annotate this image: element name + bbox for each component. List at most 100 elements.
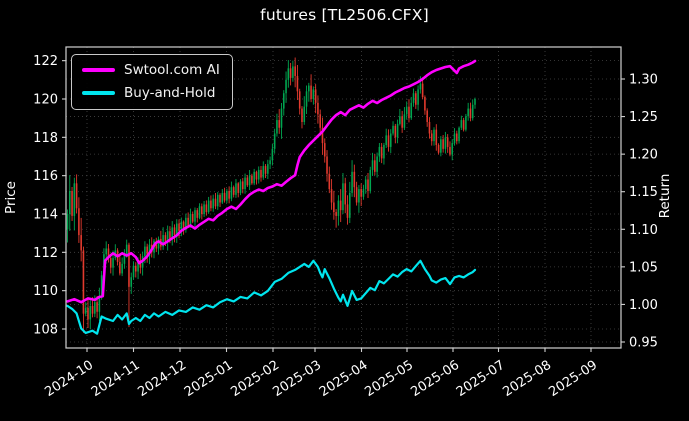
candle-body — [82, 250, 85, 314]
candle-body — [96, 302, 98, 312]
candle-body — [405, 106, 408, 115]
candle-body — [337, 200, 340, 216]
candle-body — [444, 137, 447, 149]
candle-body — [362, 189, 365, 197]
ticks-layer — [62, 60, 625, 352]
bottom-tick-label: 2025-09 — [546, 358, 600, 400]
bottom-tick-label: 2025-03 — [270, 358, 324, 400]
candle-body — [232, 187, 235, 195]
candle-body — [146, 246, 148, 257]
legend: Swtool.com AI Buy-and-Hold — [71, 54, 233, 110]
right-tick-label: 1.10 — [629, 223, 658, 238]
candle-body — [246, 177, 249, 186]
candle-body — [132, 265, 135, 278]
candle-body — [185, 217, 187, 230]
candle-body — [389, 133, 392, 147]
candle-body — [348, 192, 351, 218]
candle-body — [419, 83, 422, 90]
candle-body — [335, 212, 337, 216]
candle-body — [308, 85, 310, 92]
right-tick-label: 1.30 — [629, 73, 658, 88]
candle-body — [210, 200, 212, 209]
candle-body — [107, 248, 110, 259]
buyhold-legend-label: Buy-and-Hold — [124, 85, 216, 101]
candle-body — [294, 66, 296, 76]
bottom-tick-label: 2025-04 — [317, 358, 371, 400]
candle-body — [226, 190, 228, 201]
candle-body — [280, 108, 283, 128]
candle-body — [399, 116, 401, 124]
candle-body — [449, 146, 451, 155]
candle-body — [451, 143, 454, 155]
candle-body — [328, 173, 331, 190]
candle-body — [344, 183, 347, 205]
candle-body — [323, 143, 326, 157]
right-tick-label: 1.05 — [629, 260, 658, 275]
candle-body — [412, 93, 415, 103]
candle-body — [119, 261, 121, 274]
candle-body — [467, 108, 469, 117]
candle-body — [471, 104, 474, 119]
candle-body — [228, 190, 230, 199]
candle-body — [360, 189, 362, 197]
candle-body — [428, 121, 431, 134]
candle-body — [321, 127, 324, 144]
candle-body — [66, 213, 69, 230]
candle-body — [194, 210, 196, 222]
candle-body — [94, 302, 96, 314]
candle-body — [203, 204, 205, 214]
candle-body — [364, 179, 367, 190]
candle-body — [269, 160, 271, 165]
candle-body — [358, 189, 360, 203]
candle-body — [401, 116, 403, 128]
candle-body — [396, 123, 399, 138]
candle-body — [109, 258, 112, 268]
candle-body — [314, 89, 317, 103]
candle-body — [333, 202, 335, 213]
candle-body — [435, 129, 438, 145]
candle-body — [239, 181, 242, 193]
candle-body — [342, 183, 344, 211]
right-axis-label: Return — [657, 174, 673, 219]
candle-body — [394, 125, 397, 138]
candle-body — [474, 98, 476, 105]
candle-body — [166, 231, 169, 243]
candle-body — [353, 171, 356, 188]
legend-item-swtool-ai: Swtool.com AI — [82, 62, 220, 78]
candle-body — [180, 221, 183, 232]
candle-body — [235, 183, 237, 195]
candle-body — [369, 169, 372, 191]
candle-body — [287, 68, 290, 80]
candle-body — [216, 194, 219, 207]
candle-body — [458, 127, 460, 142]
candle-body — [317, 102, 319, 115]
candle-body — [296, 75, 299, 92]
right-tick-label: 1.25 — [629, 110, 658, 125]
bottom-tick-label: 2024-11 — [89, 358, 143, 400]
right-tick-label: 1.15 — [629, 185, 658, 200]
axes-frame — [65, 46, 622, 349]
candle-body — [187, 217, 189, 226]
candle-body — [91, 305, 94, 314]
candle-body — [267, 164, 269, 174]
candle-body — [169, 231, 171, 239]
candles-layer — [66, 57, 476, 333]
candle-body — [68, 190, 71, 214]
candle-body — [171, 227, 174, 239]
candle-body — [130, 277, 133, 287]
candle-body — [84, 307, 87, 314]
candle-body — [446, 137, 449, 147]
candle-body — [207, 200, 210, 213]
left-tick-label: 114 — [33, 207, 58, 222]
candle-body — [121, 263, 123, 274]
candle-body — [264, 166, 267, 174]
bottom-tick-label: 2025-08 — [500, 358, 554, 400]
candle-body — [175, 223, 178, 236]
left-tick-label: 116 — [33, 169, 58, 184]
candle-body — [408, 106, 410, 119]
candle-body — [253, 171, 255, 184]
candle-body — [244, 177, 246, 190]
candle-body — [178, 223, 180, 232]
